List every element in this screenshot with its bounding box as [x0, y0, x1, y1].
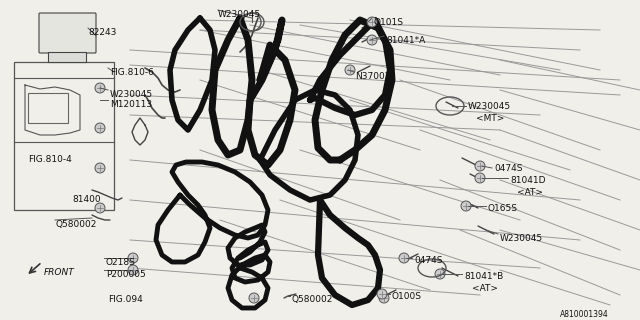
- Text: M120113: M120113: [110, 100, 152, 109]
- FancyBboxPatch shape: [39, 13, 96, 53]
- Text: 0474S: 0474S: [494, 164, 522, 173]
- Circle shape: [475, 161, 485, 171]
- Circle shape: [249, 293, 259, 303]
- Text: 82243: 82243: [88, 28, 116, 37]
- Text: FRONT: FRONT: [44, 268, 75, 277]
- Text: O218S: O218S: [106, 258, 136, 267]
- Text: W230045: W230045: [218, 10, 261, 19]
- Text: 81041*A: 81041*A: [386, 36, 425, 45]
- Circle shape: [435, 269, 445, 279]
- Bar: [48, 52, 86, 62]
- Circle shape: [367, 35, 377, 45]
- Circle shape: [95, 203, 105, 213]
- Circle shape: [377, 289, 387, 299]
- Text: O100S: O100S: [392, 292, 422, 301]
- Circle shape: [95, 163, 105, 173]
- Text: FIG.094: FIG.094: [108, 295, 143, 304]
- Text: <AT>: <AT>: [472, 284, 498, 293]
- Text: FIG.810-6: FIG.810-6: [110, 68, 154, 77]
- Text: O101S: O101S: [374, 18, 404, 27]
- Text: 81400: 81400: [72, 195, 100, 204]
- Text: O165S: O165S: [488, 204, 518, 213]
- Text: 0474S: 0474S: [414, 256, 442, 265]
- Circle shape: [461, 201, 471, 211]
- Text: <MT>: <MT>: [476, 114, 504, 123]
- Circle shape: [367, 17, 377, 27]
- Circle shape: [379, 293, 389, 303]
- Circle shape: [95, 123, 105, 133]
- Text: FIG.810-4: FIG.810-4: [28, 155, 72, 164]
- Circle shape: [128, 265, 138, 275]
- Text: Q580002: Q580002: [55, 220, 97, 229]
- Text: 81041D: 81041D: [510, 176, 545, 185]
- Text: A810001394: A810001394: [560, 310, 609, 319]
- Circle shape: [128, 253, 138, 263]
- Text: N37002: N37002: [355, 72, 390, 81]
- Circle shape: [95, 83, 105, 93]
- Bar: [28, 93, 68, 123]
- Text: W230045: W230045: [110, 90, 153, 99]
- Text: W230045: W230045: [500, 234, 543, 243]
- Circle shape: [345, 65, 355, 75]
- Circle shape: [475, 173, 485, 183]
- Text: <AT>: <AT>: [517, 188, 543, 197]
- Bar: [14, 62, 114, 210]
- Text: Q580002: Q580002: [292, 295, 333, 304]
- Circle shape: [399, 253, 409, 263]
- Text: P200005: P200005: [106, 270, 146, 279]
- Text: 81041*B: 81041*B: [464, 272, 503, 281]
- Text: W230045: W230045: [468, 102, 511, 111]
